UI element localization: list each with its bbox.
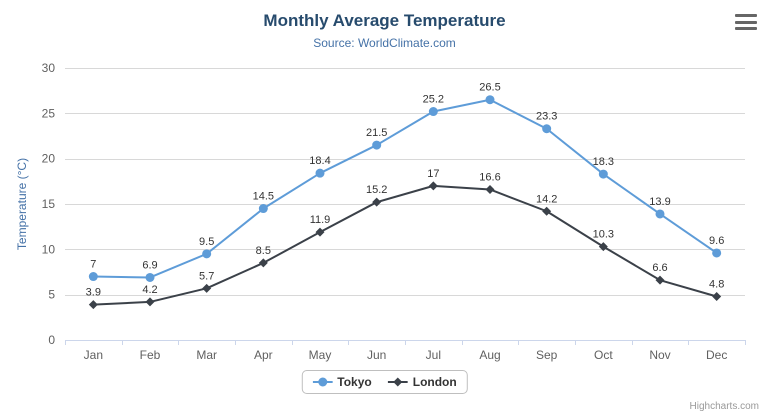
- point-marker-tokyo[interactable]: [655, 209, 665, 219]
- point-marker-london[interactable]: [202, 283, 212, 293]
- data-label-tokyo: 18.4: [309, 155, 330, 167]
- point-marker-london[interactable]: [372, 197, 382, 207]
- point-marker-tokyo[interactable]: [145, 272, 155, 282]
- data-label-tokyo: 13.9: [649, 196, 670, 208]
- credits-link[interactable]: Highcharts.com: [689, 401, 759, 412]
- data-label-london: 5.7: [199, 270, 214, 282]
- y-axis-tick-label: 5: [48, 288, 55, 302]
- data-label-london: 16.6: [479, 171, 500, 183]
- data-label-london: 11.9: [310, 214, 331, 226]
- data-label-tokyo: 9.6: [709, 235, 724, 247]
- point-marker-tokyo[interactable]: [258, 204, 268, 214]
- legend-item-london[interactable]: London: [387, 375, 457, 389]
- data-label-tokyo: 9.5: [199, 236, 214, 248]
- point-marker-london[interactable]: [655, 275, 665, 285]
- point-marker-tokyo[interactable]: [485, 95, 495, 105]
- x-axis-tick-label: May: [309, 348, 332, 362]
- point-marker-london[interactable]: [258, 258, 268, 268]
- point-marker-tokyo[interactable]: [315, 168, 325, 178]
- data-label-london: 3.9: [86, 287, 101, 299]
- point-marker-london[interactable]: [712, 291, 722, 301]
- x-axis-tick-label: Jan: [84, 348, 103, 362]
- x-axis-tick-label: Jul: [426, 348, 441, 362]
- data-label-tokyo: 7: [90, 259, 96, 271]
- legend-item-tokyo[interactable]: Tokyo: [312, 375, 372, 389]
- data-label-london: 17: [427, 168, 439, 180]
- chart-title: Monthly Average Temperature: [263, 11, 506, 30]
- point-marker-london[interactable]: [315, 227, 325, 237]
- legend-marker-symbol[interactable]: [317, 377, 327, 387]
- point-marker-tokyo[interactable]: [202, 249, 212, 259]
- hamburger-bar: [735, 27, 757, 30]
- hamburger-bar: [735, 20, 757, 24]
- legend-label-tokyo: Tokyo: [337, 375, 372, 389]
- london-series-marker-icon: [387, 377, 408, 387]
- legend-label-london: London: [412, 375, 457, 389]
- data-label-tokyo: 21.5: [366, 127, 387, 139]
- data-label-london: 15.2: [366, 184, 387, 196]
- data-label-tokyo: 6.9: [142, 259, 157, 271]
- data-label-tokyo: 23.3: [536, 111, 557, 123]
- series-line-tokyo[interactable]: [93, 98, 718, 279]
- y-axis-tick-label: 10: [42, 242, 56, 256]
- x-axis-tick-label: Nov: [649, 348, 670, 362]
- x-axis-tick-label: Apr: [254, 348, 273, 362]
- data-label-london: 10.3: [593, 229, 614, 241]
- x-axis-tick-label: Feb: [140, 348, 161, 362]
- data-label-tokyo: 14.5: [253, 191, 274, 203]
- data-label-london: 14.2: [536, 193, 557, 205]
- data-label-london: 4.2: [142, 284, 157, 296]
- point-marker-tokyo[interactable]: [712, 248, 722, 258]
- x-axis-tick-label: Mar: [196, 348, 217, 362]
- data-label-tokyo: 18.3: [593, 156, 614, 168]
- point-marker-tokyo[interactable]: [88, 272, 98, 282]
- x-axis-tick-label: Dec: [706, 348, 727, 362]
- point-marker-tokyo[interactable]: [598, 169, 608, 179]
- point-marker-london[interactable]: [88, 300, 98, 310]
- hamburger-bar: [735, 14, 757, 17]
- data-label-london: 8.5: [256, 245, 271, 257]
- y-axis-tick-label: 15: [42, 197, 56, 211]
- x-axis-tick-label: Aug: [479, 348, 500, 362]
- data-label-tokyo: 26.5: [479, 82, 500, 94]
- legend-marker-symbol[interactable]: [393, 377, 403, 387]
- y-axis-tick-label: 0: [48, 333, 55, 347]
- x-axis-tick-label: Jun: [367, 348, 386, 362]
- point-marker-tokyo[interactable]: [542, 124, 552, 134]
- y-axis-tick-label: 20: [42, 152, 56, 166]
- point-marker-london[interactable]: [598, 242, 608, 252]
- x-axis-tick-label: Sep: [536, 348, 558, 362]
- chart-subtitle: Source: WorldClimate.com: [313, 36, 456, 50]
- y-axis-tick-label: 25: [42, 106, 56, 120]
- y-axis-tick-label: 30: [42, 61, 56, 75]
- point-marker-london[interactable]: [428, 181, 438, 191]
- series-line-london[interactable]: [93, 184, 717, 306]
- point-marker-tokyo[interactable]: [372, 140, 382, 150]
- hamburger-menu-icon[interactable]: [735, 14, 757, 30]
- x-axis-tick-label: Oct: [594, 348, 613, 362]
- legend: Tokyo London: [301, 370, 468, 394]
- point-marker-london[interactable]: [542, 206, 552, 216]
- point-marker-tokyo[interactable]: [428, 107, 438, 117]
- data-label-tokyo: 25.2: [423, 94, 444, 106]
- point-marker-london[interactable]: [145, 297, 155, 307]
- data-label-london: 4.8: [709, 278, 724, 290]
- data-label-london: 6.6: [652, 262, 667, 274]
- point-marker-london[interactable]: [485, 184, 495, 194]
- tokyo-series-marker-icon: [312, 377, 333, 387]
